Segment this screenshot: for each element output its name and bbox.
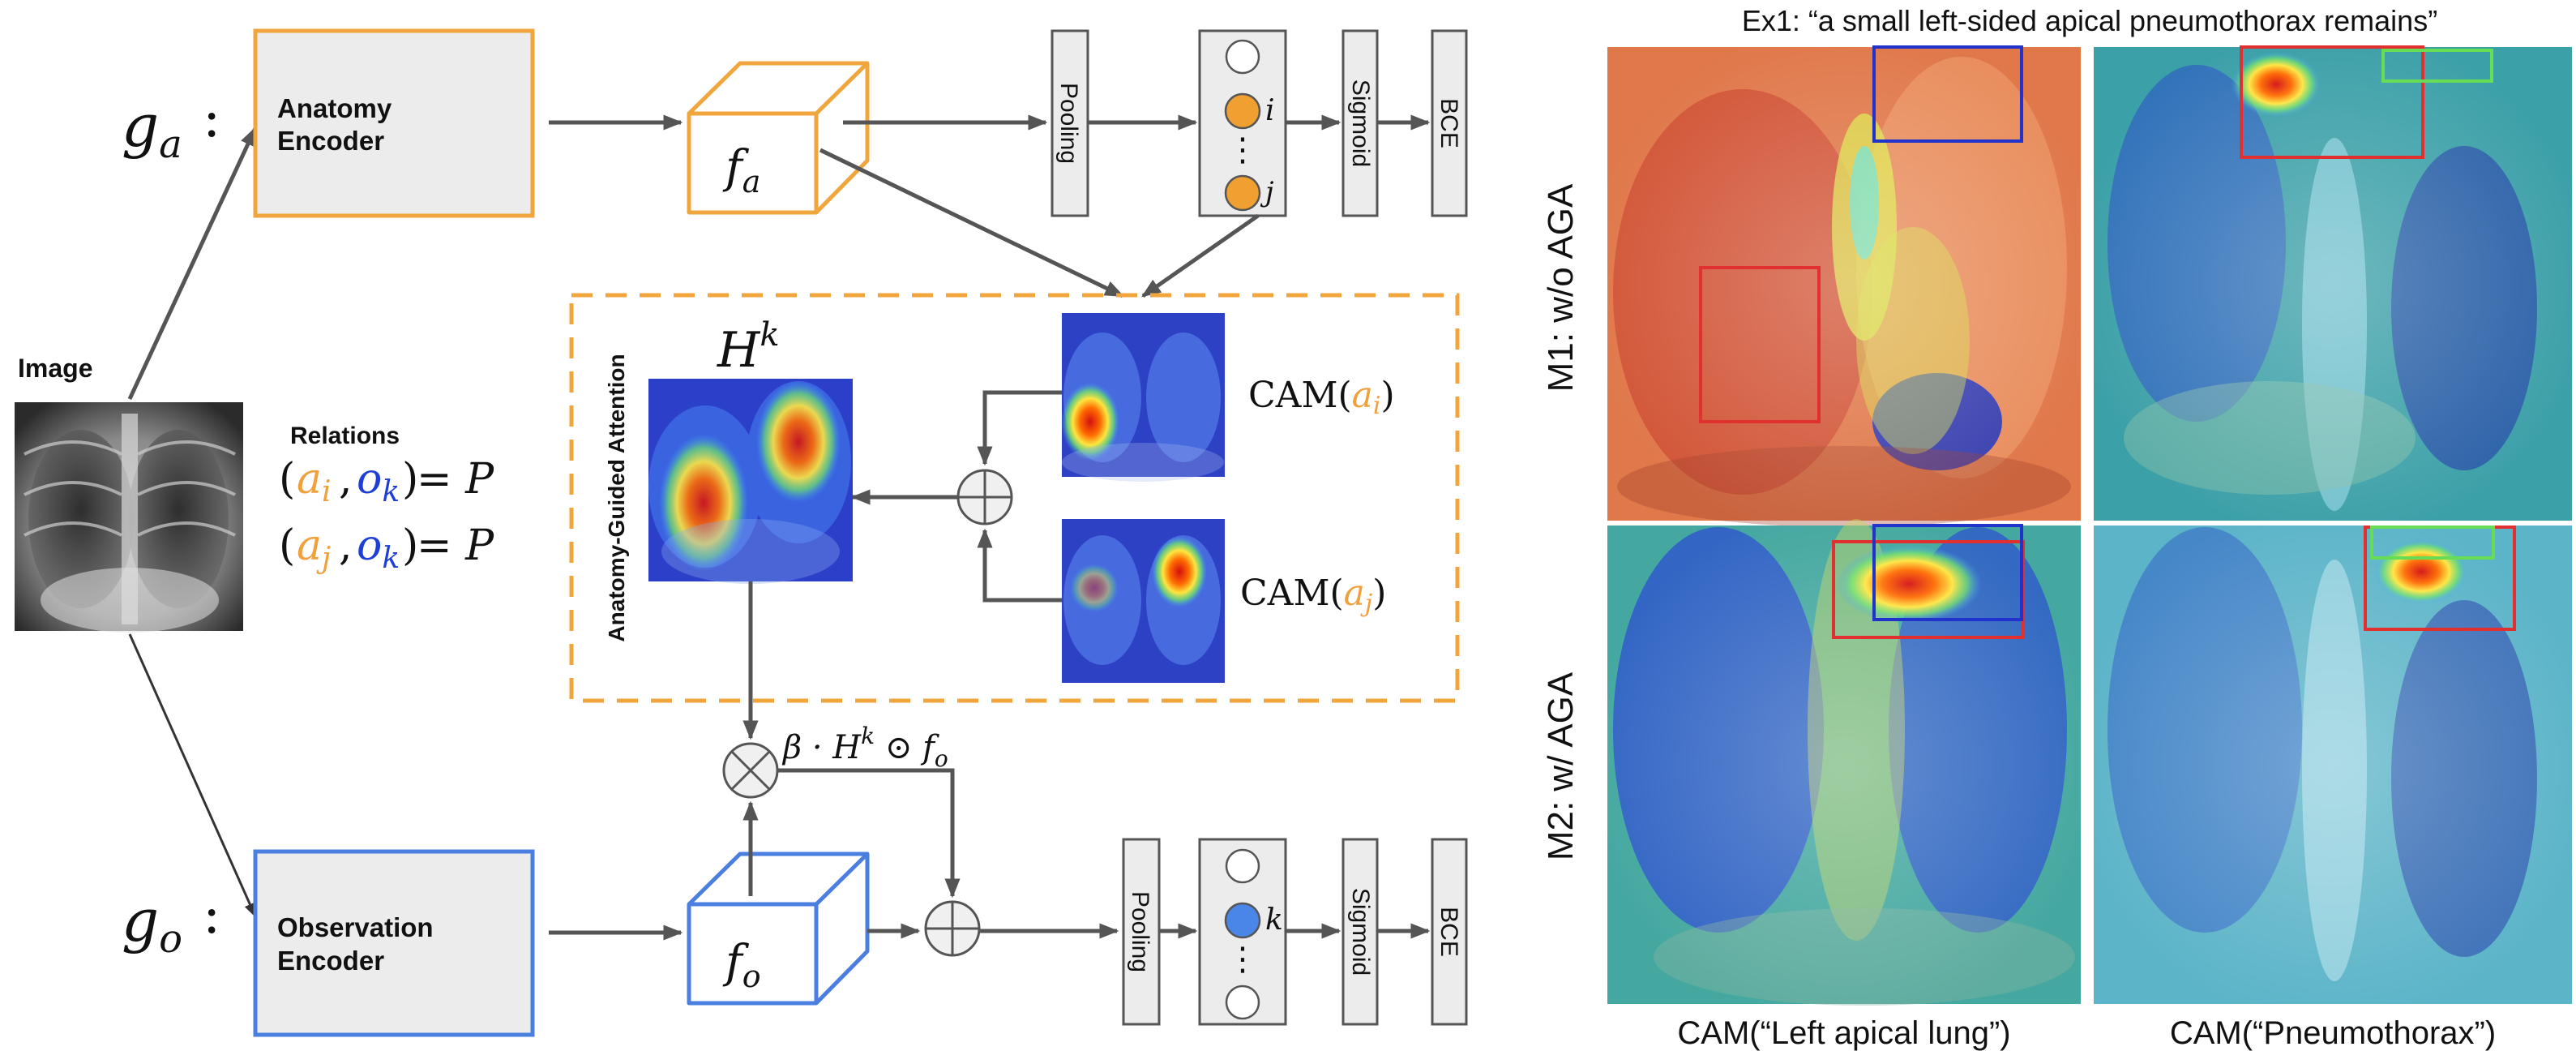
- example-title: Ex1: “a small left-sided apical pneumoth…: [1742, 4, 2437, 37]
- beta-formula: β · Hk ⊙ fo: [781, 723, 948, 772]
- sigmoid-box-bottom: Sigmoid: [1341, 838, 1379, 1026]
- sigmoid-box-top: Sigmoid: [1341, 29, 1379, 217]
- svg-text:= P: = P: [417, 455, 494, 504]
- arrow-times-to-plus: [778, 768, 961, 899]
- svg-text:i: i: [1265, 94, 1275, 127]
- hk-heatmap: [648, 379, 853, 584]
- col2-label: CAM(“Pneumothorax”): [2170, 1015, 2496, 1051]
- arrow-image-to-anatomy: [127, 126, 258, 401]
- svg-text:aj: aj: [297, 521, 331, 575]
- svg-text:Anatomy: Anatomy: [277, 93, 392, 123]
- svg-text:Pooling: Pooling: [1055, 83, 1082, 164]
- hk-label: Hk: [717, 316, 780, 379]
- pooling-box-top: Pooling: [1051, 29, 1089, 217]
- observation-encoder-box: Observation Encoder: [253, 849, 535, 1037]
- bbox-red: [1699, 266, 1821, 423]
- fo-label: fo: [722, 936, 761, 994]
- row2-label: M2: w/ AGA: [1541, 671, 1581, 860]
- go-colon: :: [203, 883, 220, 946]
- fa-feature-cube: [687, 61, 870, 215]
- bce-box-bottom: BCE: [1431, 838, 1468, 1026]
- arrow-image-to-observation: [128, 633, 257, 918]
- heatmap-m1-left-apical: [1607, 45, 2081, 527]
- circle-plus-icon-bottom: [924, 900, 981, 957]
- svg-text:= P: = P: [417, 521, 494, 570]
- aga-title: Anatomy-Guided Attention: [604, 354, 629, 641]
- pooling-box-bottom: Pooling: [1122, 838, 1161, 1026]
- svg-text:(: (: [279, 455, 295, 504]
- arrow-nodes-to-cam: [1141, 213, 1260, 298]
- bce-box-top: BCE: [1431, 29, 1468, 217]
- svg-text:ai: ai: [297, 455, 332, 508]
- circle-plus-icon: [956, 469, 1013, 526]
- svg-text:Sigmoid: Sigmoid: [1347, 888, 1374, 976]
- bbox-red: [2240, 45, 2424, 159]
- svg-text:BCE: BCE: [1436, 907, 1462, 957]
- svg-text:(: (: [279, 521, 295, 570]
- fo-feature-cube: [687, 852, 870, 1006]
- row1-label: M1: w/o AGA: [1541, 183, 1581, 392]
- class-nodes-top: i ⋮ j: [1198, 29, 1287, 217]
- heatmap-m2-left-apical: [1607, 519, 2081, 1006]
- bbox-blue: [1872, 524, 2023, 621]
- node-k: [1224, 902, 1261, 939]
- bbox-green: [2381, 49, 2493, 83]
- svg-text:): ): [402, 521, 418, 570]
- heatmap-m1-pneumothorax: [2094, 45, 2572, 521]
- relations-title: Relations: [290, 423, 400, 449]
- svg-text:): ): [402, 455, 418, 504]
- arrow-cam-ai-to-plus: [977, 390, 1062, 466]
- svg-text:ok: ok: [357, 455, 400, 508]
- cam-ai-label: CAM(ai): [1248, 375, 1395, 420]
- relation-2: ( aj , ok ) = P: [279, 521, 494, 575]
- svg-text:Encoder: Encoder: [277, 126, 384, 156]
- svg-text:,: ,: [339, 521, 353, 570]
- aga-dashed-box: [569, 293, 1460, 703]
- class-nodes-bottom: k ⋮: [1198, 838, 1287, 1026]
- cam-aj-label: CAM(aj): [1240, 573, 1386, 618]
- ga-label: ga: [122, 92, 182, 167]
- svg-text:Pooling: Pooling: [1127, 891, 1153, 972]
- cam-aj-heatmap: [1062, 519, 1225, 683]
- svg-text:k: k: [1265, 903, 1283, 937]
- svg-text:BCE: BCE: [1436, 98, 1462, 148]
- input-xray-image: [15, 402, 243, 633]
- fa-label: fa: [722, 141, 760, 199]
- arrow-cam-aj-to-plus: [977, 528, 1062, 603]
- svg-text:⋮: ⋮: [1226, 941, 1259, 978]
- svg-text:,: ,: [339, 455, 353, 504]
- image-label: Image: [18, 354, 92, 383]
- svg-text:⋮: ⋮: [1226, 131, 1259, 169]
- svg-text:Encoder: Encoder: [277, 946, 384, 976]
- col1-label: CAM(“Left apical lung”): [1677, 1015, 2010, 1051]
- cam-ai-heatmap: [1061, 313, 1225, 482]
- heatmap-m2-pneumothorax: [2094, 526, 2572, 1004]
- svg-text:ok: ok: [357, 521, 400, 575]
- node-j: [1224, 174, 1261, 212]
- node-i: [1224, 92, 1261, 130]
- go-label: go: [122, 886, 182, 962]
- anatomy-encoder-box: Anatomy Encoder: [253, 28, 535, 218]
- svg-text:Observation: Observation: [277, 912, 434, 942]
- circle-times-icon: [722, 742, 779, 799]
- arrow-fa-to-cam: [819, 148, 1125, 298]
- bbox-green: [2370, 526, 2495, 560]
- relation-1: ( ai , ok ) = P: [279, 455, 494, 508]
- ga-colon: :: [203, 87, 220, 149]
- bbox-blue: [1872, 45, 2023, 143]
- svg-text:Sigmoid: Sigmoid: [1347, 79, 1374, 167]
